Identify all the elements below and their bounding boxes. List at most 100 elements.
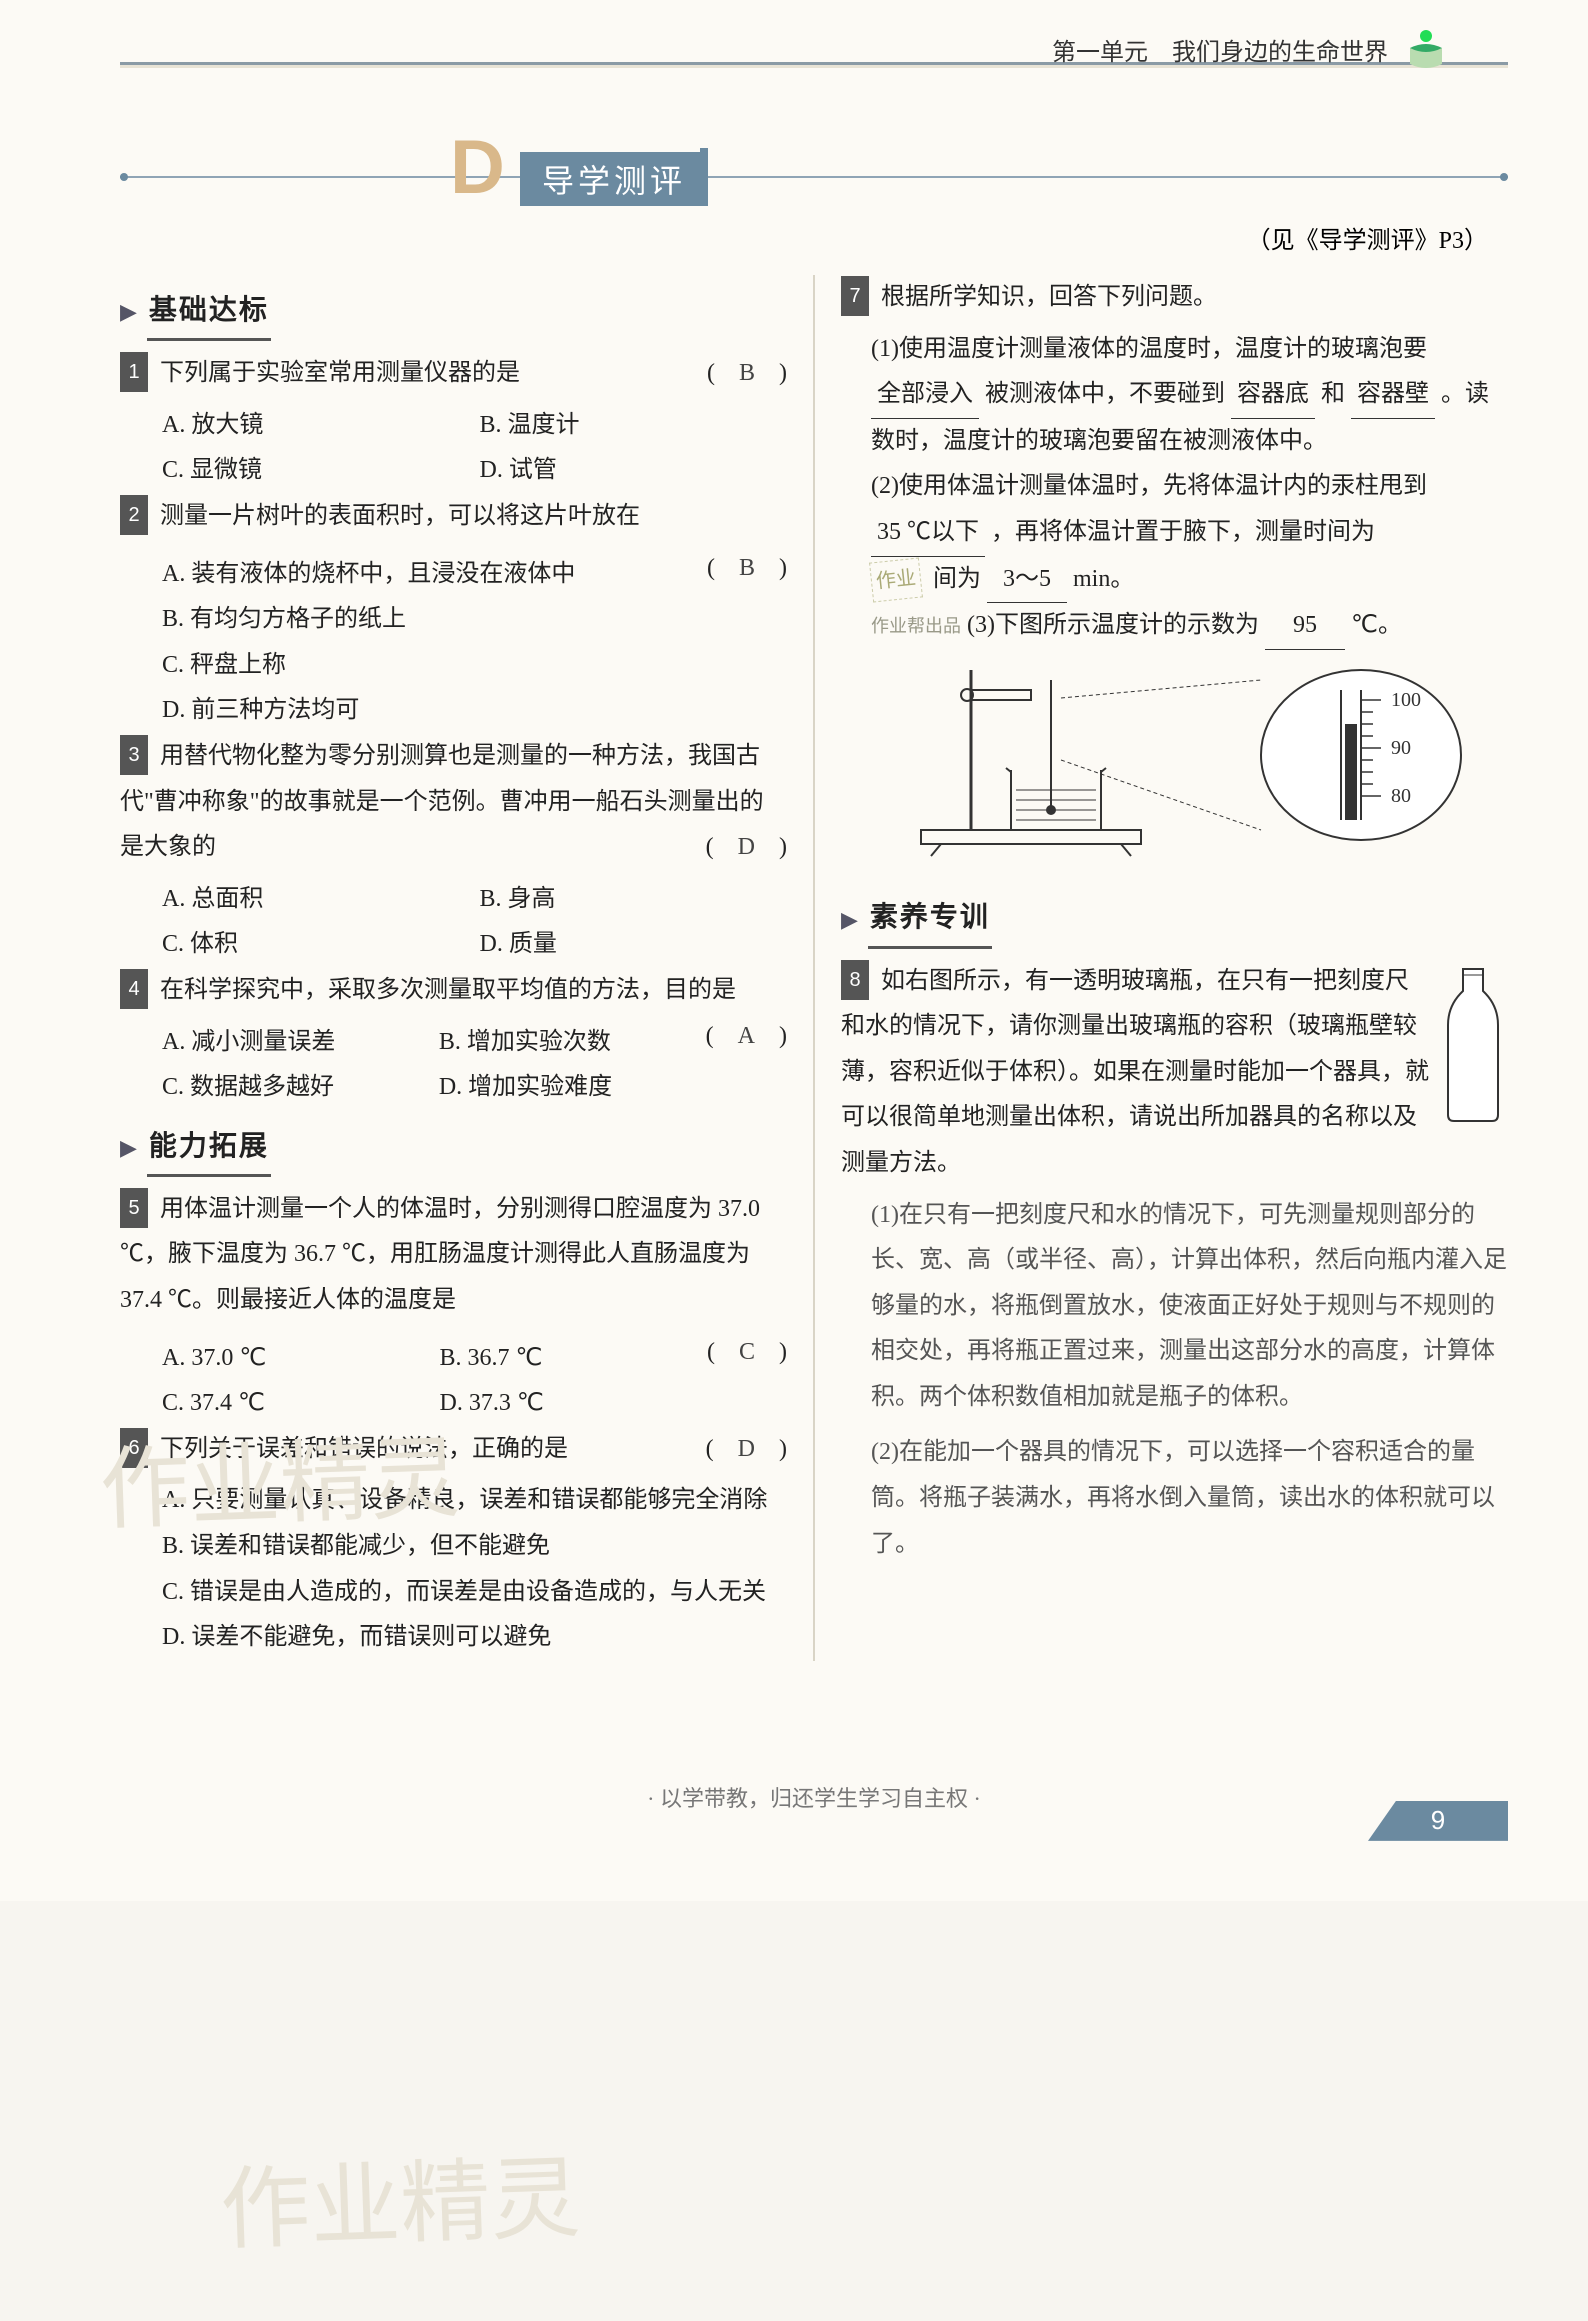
q1-options: A. 放大镜 B. 温度计 C. 显微镜 D. 试管 xyxy=(120,403,787,494)
answer: B xyxy=(739,555,755,581)
section-title: D 导学测评 xyxy=(120,130,1508,210)
q7-part2: (2)使用体温计测量体温时，先将体温计内的汞柱甩到 35 ℃以下 ，再将体温计置… xyxy=(841,464,1508,603)
blank-4: 35 ℃以下 xyxy=(871,510,985,557)
q4-options: A. 减小测量误差 B. 增加实验次数 C. 数据越多越好 D. 增加实验难度 xyxy=(120,1020,706,1111)
qtext: 如右图所示，有一透明玻璃瓶，在只有一把刻度尺和水的情况下，请你测量出玻璃瓶的容积… xyxy=(841,968,1429,1176)
blank-6: 95 xyxy=(1265,603,1345,650)
opt-d: D. 增加实验难度 xyxy=(439,1065,706,1111)
qtext: 测量一片树叶的表面积时，可以将这片叶放在 xyxy=(160,503,640,529)
question-5: 5 用体温计测量一个人的体温时，分别测得口腔温度为 37.0 ℃，腋下温度为 3… xyxy=(120,1187,787,1324)
tick-80: 80 xyxy=(1391,785,1411,807)
opt-b: B. 误差和错误都能减少，但不能避免 xyxy=(162,1524,787,1570)
question-2: 2 测量一片树叶的表面积时，可以将这片叶放在 xyxy=(120,494,787,540)
qtext: 在科学探究中，采取多次测量取平均值的方法，目的是 xyxy=(160,977,736,1003)
opt-a: A. 装有液体的烧杯中，且浸没在液体中 xyxy=(162,552,707,598)
section-bar xyxy=(700,148,708,192)
question-1: 1 下列属于实验室常用测量仪器的是 ( B ) xyxy=(120,351,787,397)
text: (1)使用温度计测量液体的温度时，温度计的玻璃泡要 xyxy=(871,336,1427,362)
opt-d: D. 误差不能避免，而错误则可以避免 xyxy=(162,1615,787,1661)
unit-title: 第一单元 我们身边的生命世界 xyxy=(1052,32,1388,67)
text: ，再将体温计置于腋下，测量时间为 xyxy=(991,519,1375,545)
q8-answer2: (2)在能加一个器具的情况下，可以选择一个容积适合的量筒。将瓶子装满水，再将水倒… xyxy=(841,1430,1508,1567)
opt-c: C. 数据越多越好 xyxy=(162,1065,429,1111)
question-8: 8 如右图所示，有一透明玻璃瓶，在只有一把刻度尺和水的情况下，请你测量出玻璃瓶的… xyxy=(841,959,1508,1187)
bottle-figure xyxy=(1438,965,1508,1142)
text: min。 xyxy=(1073,566,1134,592)
qtext: 下列属于实验室常用测量仪器的是 xyxy=(160,360,520,386)
blank-1: 全部浸入 xyxy=(871,372,979,419)
left-column: ▶ 基础达标 1 下列属于实验室常用测量仪器的是 ( B ) A. 放大镜 B.… xyxy=(120,275,787,1661)
q5-options: A. 37.0 ℃ B. 36.7 ℃ C. 37.4 ℃ D. 37.3 ℃ xyxy=(120,1336,707,1427)
header-banner: 第一单元 我们身边的生命世界 xyxy=(120,30,1508,90)
opt-d: D. 前三种方法均可 xyxy=(162,688,707,734)
qtext: 用体温计测量一个人的体温时，分别测得口腔温度为 37.0 ℃，腋下温度为 36.… xyxy=(120,1196,760,1313)
text: (3)下图所示温度计的示数为 xyxy=(967,612,1259,638)
answer: D xyxy=(738,1436,755,1462)
answer-slot: ( A ) xyxy=(706,1014,787,1060)
text: 和 xyxy=(1321,381,1345,407)
blank-3: 容器壁 xyxy=(1351,372,1435,419)
thermometer-diagram: 100 90 80 xyxy=(861,660,1508,877)
opt-a: A. 37.0 ℃ xyxy=(162,1336,429,1382)
answer-slot: ( B ) xyxy=(707,351,787,397)
opt-b: B. 36.7 ℃ xyxy=(439,1336,707,1382)
question-4: 4 在科学探究中，采取多次测量取平均值的方法，目的是 ( A ) xyxy=(120,968,787,1014)
opt-a: A. 只要测量认真、设备精良，误差和错误都能够完全消除 xyxy=(162,1478,787,1524)
section-train-label: 素养专训 xyxy=(868,890,992,948)
q2-options: A. 装有液体的烧杯中，且浸没在液体中 B. 有均匀方格子的纸上 C. 秤盘上称… xyxy=(120,552,707,734)
q8-answer1: (1)在只有一把刻度尺和水的情况下，可先测量规则部分的长、宽、高（或半径、高），… xyxy=(841,1193,1508,1421)
question-3: 3 用替代物化整为零分别测算也是测量的一种方法，我国古代"曹冲称象"的故事就是一… xyxy=(120,734,787,871)
qnum: 3 xyxy=(120,735,148,775)
opt-a: A. 放大镜 xyxy=(162,403,470,449)
opt-c: C. 37.4 ℃ xyxy=(162,1381,429,1427)
mini-stamp: 作业帮出品 xyxy=(871,609,961,643)
answer: D xyxy=(738,834,755,860)
watermark: 作业精灵 xyxy=(218,2125,582,2267)
answer: A xyxy=(738,1023,755,1049)
answer-slot: ( D ) xyxy=(706,1427,787,1473)
section-ability: ▶ 能力拓展 xyxy=(120,1119,787,1177)
section-basic: ▶ 基础达标 xyxy=(120,283,787,341)
q7-part1: (1)使用温度计测量液体的温度时，温度计的玻璃泡要 全部浸入 被测液体中，不要碰… xyxy=(841,327,1508,465)
answer: B xyxy=(739,360,755,386)
opt-b: B. 有均匀方格子的纸上 xyxy=(162,597,707,643)
q7-part3: 作业帮出品 (3)下图所示温度计的示数为 95 ℃。 xyxy=(841,603,1508,650)
qtext: 根据所学知识，回答下列问题。 xyxy=(881,284,1217,310)
arrow-icon: ▶ xyxy=(120,1127,137,1169)
opt-c: C. 错误是由人造成的，而误差是由设备造成的，与人无关 xyxy=(162,1570,787,1616)
opt-d: D. 质量 xyxy=(480,922,788,968)
qnum: 2 xyxy=(120,495,148,535)
arrow-icon: ▶ xyxy=(841,899,858,941)
opt-b: B. 温度计 xyxy=(480,403,788,449)
section-train: ▶ 素养专训 xyxy=(841,890,1508,948)
footer-motto: · 以学带教，归还学生学习自主权 · xyxy=(120,1781,1508,1813)
qnum: 8 xyxy=(841,960,869,1000)
qnum: 7 xyxy=(841,276,869,316)
text: (2)使用体温计测量体温时，先将体温计内的汞柱甩到 xyxy=(871,473,1427,499)
answer-slot: ( D ) xyxy=(706,825,787,871)
q6-options: A. 只要测量认真、设备精良，误差和错误都能够完全消除 B. 误差和错误都能减少… xyxy=(120,1478,787,1660)
opt-c: C. 显微镜 xyxy=(162,448,470,494)
reference-note: （见《导学测评》P3） xyxy=(120,220,1508,255)
opt-c: C. 秤盘上称 xyxy=(162,643,707,689)
question-7: 7 根据所学知识，回答下列问题。 xyxy=(841,275,1508,321)
tick-90: 90 xyxy=(1391,737,1411,759)
qtext: 用替代物化整为零分别测算也是测量的一种方法，我国古代"曹冲称象"的故事就是一个范… xyxy=(120,743,764,860)
answer: C xyxy=(739,1339,755,1365)
text: 间为 xyxy=(933,566,981,592)
question-6: 6 下列关于误差和错误的说法，正确的是 ( D ) xyxy=(120,1427,787,1473)
tick-100: 100 xyxy=(1391,689,1421,711)
book-icon xyxy=(1404,26,1448,70)
opt-d: D. 试管 xyxy=(480,448,788,494)
opt-c: C. 体积 xyxy=(162,922,470,968)
qnum: 4 xyxy=(120,969,148,1009)
qnum: 5 xyxy=(120,1188,148,1228)
section-ability-label: 能力拓展 xyxy=(147,1119,271,1177)
text: 被测液体中，不要碰到 xyxy=(985,381,1225,407)
opt-d: D. 37.3 ℃ xyxy=(439,1381,707,1427)
opt-b: B. 增加实验次数 xyxy=(439,1020,706,1066)
content-columns: ▶ 基础达标 1 下列属于实验室常用测量仪器的是 ( B ) A. 放大镜 B.… xyxy=(120,275,1508,1661)
opt-b: B. 身高 xyxy=(480,877,788,923)
section-name: 导学测评 xyxy=(520,152,708,206)
footer: · 以学带教，归还学生学习自主权 · 9 xyxy=(120,1781,1508,1841)
